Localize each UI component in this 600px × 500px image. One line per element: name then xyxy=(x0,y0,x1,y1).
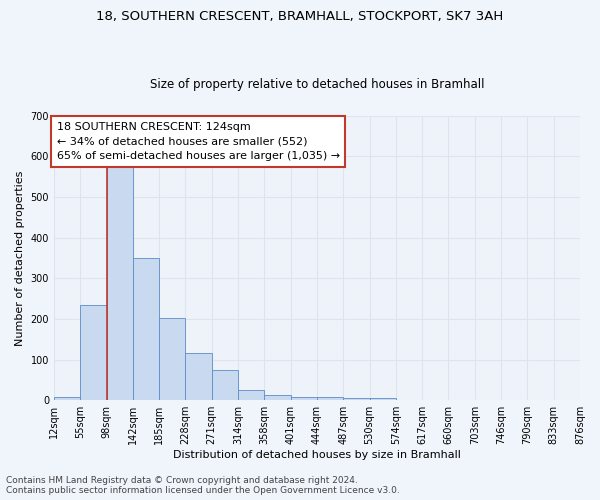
Bar xyxy=(238,390,265,400)
Bar xyxy=(317,397,343,400)
Bar xyxy=(185,354,212,400)
Bar xyxy=(265,395,290,400)
Bar xyxy=(290,396,317,400)
Bar xyxy=(159,318,185,400)
Y-axis label: Number of detached properties: Number of detached properties xyxy=(15,170,25,346)
Bar xyxy=(54,397,80,400)
Bar xyxy=(370,398,396,400)
Text: 18, SOUTHERN CRESCENT, BRAMHALL, STOCKPORT, SK7 3AH: 18, SOUTHERN CRESCENT, BRAMHALL, STOCKPO… xyxy=(97,10,503,23)
Bar xyxy=(80,304,107,400)
Text: Contains HM Land Registry data © Crown copyright and database right 2024.
Contai: Contains HM Land Registry data © Crown c… xyxy=(6,476,400,495)
Bar xyxy=(107,164,133,400)
X-axis label: Distribution of detached houses by size in Bramhall: Distribution of detached houses by size … xyxy=(173,450,461,460)
Bar xyxy=(343,398,370,400)
Bar xyxy=(133,258,159,400)
Title: Size of property relative to detached houses in Bramhall: Size of property relative to detached ho… xyxy=(150,78,484,91)
Bar xyxy=(212,370,238,400)
Text: 18 SOUTHERN CRESCENT: 124sqm
← 34% of detached houses are smaller (552)
65% of s: 18 SOUTHERN CRESCENT: 124sqm ← 34% of de… xyxy=(56,122,340,162)
